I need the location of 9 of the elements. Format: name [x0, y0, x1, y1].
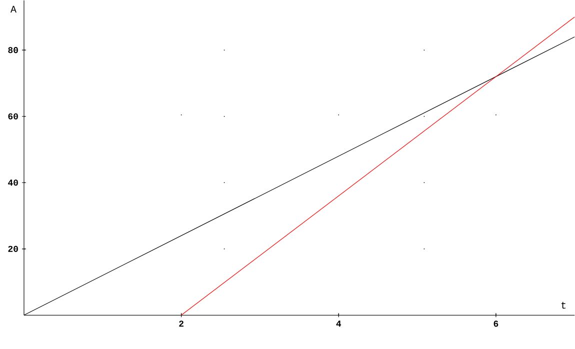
y-axis-title: A — [10, 6, 16, 12]
x-tick-label: 4 — [336, 320, 342, 327]
x-axis-title: t — [562, 302, 566, 309]
y-tick-label: 40 — [8, 180, 18, 186]
y-tick-label: 60 — [8, 113, 18, 120]
x-tick-label: 6 — [494, 320, 498, 327]
x-tick-label: 2 — [179, 320, 184, 327]
y-tick-label: 20 — [8, 246, 18, 252]
y-tick-label: 80 — [8, 46, 18, 54]
